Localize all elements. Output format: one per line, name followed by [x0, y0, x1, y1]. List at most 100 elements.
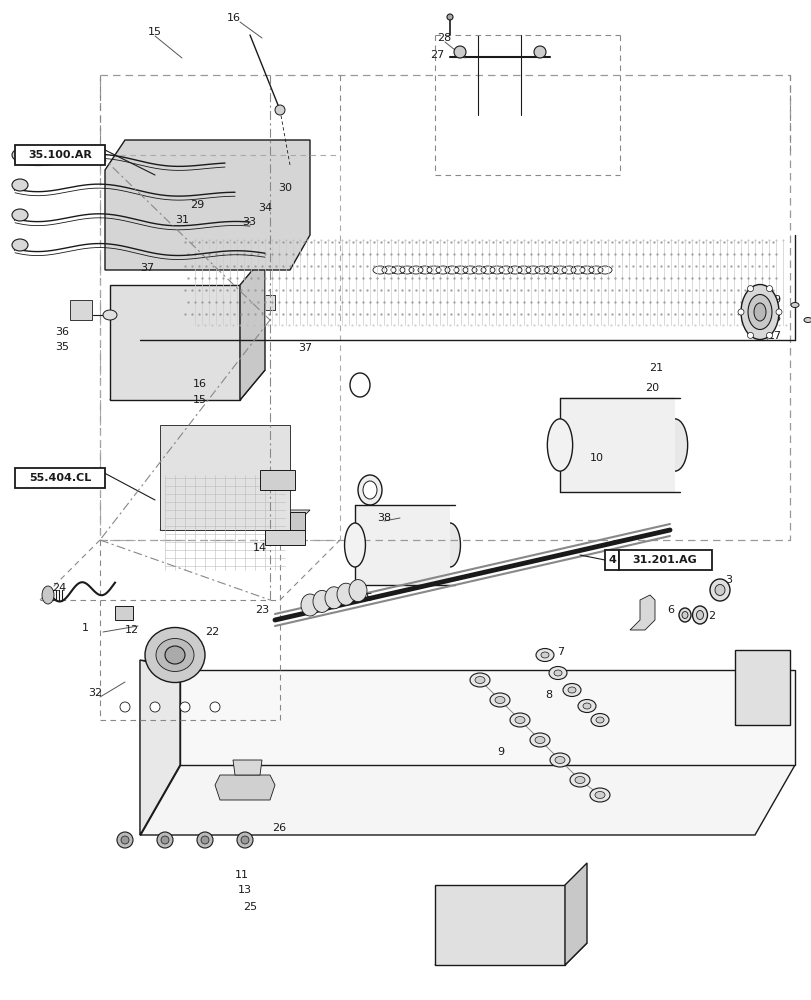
Text: 31: 31 [175, 215, 189, 225]
Ellipse shape [489, 693, 509, 707]
Ellipse shape [681, 611, 687, 618]
Ellipse shape [535, 648, 553, 662]
Bar [264, 295, 275, 310]
Circle shape [747, 332, 753, 338]
Polygon shape [160, 425, 290, 530]
Ellipse shape [156, 638, 194, 672]
Bar [560, 397, 674, 492]
Text: 22: 22 [204, 627, 219, 637]
Bar [204, 295, 215, 310]
Ellipse shape [747, 294, 771, 330]
Circle shape [201, 836, 208, 844]
Ellipse shape [553, 670, 561, 676]
Ellipse shape [301, 594, 319, 616]
Text: 2: 2 [707, 611, 714, 621]
Circle shape [275, 105, 285, 115]
Ellipse shape [514, 716, 525, 723]
Ellipse shape [568, 687, 575, 693]
Polygon shape [109, 285, 240, 400]
Ellipse shape [678, 608, 690, 622]
Ellipse shape [324, 587, 342, 609]
Circle shape [180, 702, 190, 712]
Ellipse shape [590, 713, 608, 726]
FancyBboxPatch shape [604, 550, 618, 570]
Text: 25: 25 [242, 902, 257, 912]
Bar [234, 295, 245, 310]
Ellipse shape [344, 523, 365, 567]
FancyBboxPatch shape [15, 468, 105, 488]
Text: 12: 12 [125, 625, 139, 635]
Text: 17: 17 [767, 331, 781, 341]
Text: 30: 30 [277, 183, 292, 193]
Bar [115, 606, 133, 620]
Text: 37: 37 [298, 343, 311, 353]
Text: 18: 18 [767, 313, 781, 323]
Ellipse shape [709, 579, 729, 601]
Circle shape [534, 46, 545, 58]
Text: 13: 13 [238, 885, 251, 895]
Polygon shape [109, 370, 264, 400]
Ellipse shape [569, 773, 590, 787]
Polygon shape [564, 863, 586, 965]
FancyBboxPatch shape [618, 550, 711, 570]
Circle shape [157, 832, 173, 848]
Bar [260, 470, 294, 490]
Bar [290, 512, 305, 532]
Ellipse shape [692, 606, 706, 624]
Ellipse shape [474, 676, 484, 684]
Bar [220, 295, 230, 310]
Polygon shape [215, 775, 275, 800]
Text: 5: 5 [365, 593, 371, 603]
Polygon shape [139, 660, 180, 835]
Text: 16: 16 [193, 379, 207, 389]
Text: 23: 23 [255, 605, 268, 615]
Polygon shape [435, 943, 586, 965]
Polygon shape [435, 885, 564, 965]
Circle shape [766, 332, 771, 338]
Bar [354, 505, 449, 585]
Text: 34: 34 [258, 203, 272, 213]
Text: 32: 32 [88, 688, 102, 698]
Text: 28: 28 [436, 33, 451, 43]
Text: 6: 6 [666, 605, 673, 615]
Ellipse shape [72, 303, 90, 317]
Ellipse shape [534, 736, 544, 743]
Text: 10: 10 [590, 453, 603, 463]
Circle shape [453, 46, 466, 58]
Ellipse shape [509, 713, 530, 727]
Text: 14: 14 [253, 543, 267, 553]
Ellipse shape [145, 628, 204, 682]
Text: 8: 8 [544, 690, 551, 700]
Text: 4: 4 [617, 553, 624, 563]
Polygon shape [629, 595, 654, 630]
Circle shape [237, 832, 253, 848]
Bar [190, 295, 200, 310]
Text: 55.404.CL: 55.404.CL [29, 473, 91, 483]
Text: 31.201.AG: 31.201.AG [632, 555, 697, 565]
Ellipse shape [595, 717, 603, 723]
Text: 15: 15 [193, 395, 207, 405]
Ellipse shape [12, 209, 28, 221]
Ellipse shape [12, 149, 28, 161]
Circle shape [197, 832, 212, 848]
Circle shape [775, 309, 781, 315]
Text: 16: 16 [227, 13, 241, 23]
Circle shape [161, 836, 169, 844]
Ellipse shape [337, 583, 354, 605]
Ellipse shape [562, 684, 581, 696]
Polygon shape [139, 765, 794, 835]
Ellipse shape [577, 700, 595, 712]
Bar [70, 300, 92, 320]
Ellipse shape [554, 756, 564, 764]
Circle shape [737, 309, 743, 315]
Text: 29: 29 [190, 200, 204, 210]
Text: 33: 33 [242, 217, 255, 227]
Ellipse shape [103, 310, 117, 320]
Text: 36: 36 [55, 327, 69, 337]
Text: 21: 21 [648, 363, 663, 373]
Polygon shape [734, 650, 789, 725]
Circle shape [766, 286, 771, 292]
Ellipse shape [548, 666, 566, 680]
Ellipse shape [594, 791, 604, 798]
Text: 7: 7 [556, 647, 564, 657]
